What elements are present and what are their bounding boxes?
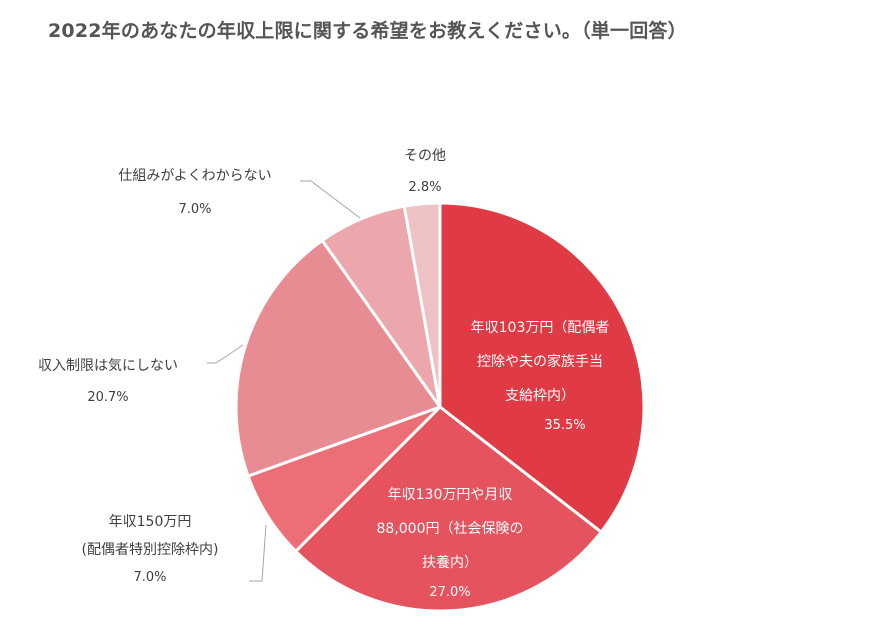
leader-line-unknown — [300, 180, 361, 219]
label-150man-line2: (配偶者特別控除枠内) — [81, 542, 219, 558]
pie-slice-1 — [294, 405, 603, 613]
label-other-pct: 2.8% — [408, 180, 442, 195]
label-130man-line1: 年収130万円や月収 — [387, 487, 513, 503]
label-130man-line2: 88,000円（社会保険の — [376, 521, 524, 537]
label-130man: 年収130万円や月収 88,000円（社会保険の 扶養内） 27.0% — [345, 478, 555, 606]
label-150man-pct: 7.0% — [133, 570, 167, 585]
label-unknown-pct: 7.0% — [178, 202, 212, 217]
label-103man-pct: 35.5% — [544, 418, 586, 433]
leader-line-free — [207, 344, 244, 364]
label-130man-line3: 扶養内） — [422, 555, 478, 571]
label-103man-line1: 年収103万円（配偶者 — [470, 320, 610, 336]
pie-slice-3 — [234, 238, 442, 478]
label-unknown: 仕組みがよくわからない 7.0% — [85, 159, 305, 227]
label-103man-line3: 支給枠内） — [505, 388, 575, 404]
pie-slice-5 — [402, 201, 442, 409]
label-other: その他 2.8% — [375, 140, 475, 204]
chart-title: 2022年のあなたの年収上限に関する希望をお教えください。（単一回答） — [48, 20, 687, 42]
pie-slices — [234, 201, 646, 613]
label-150man: 年収150万円 (配偶者特別控除枠内) 7.0% — [50, 508, 250, 592]
label-no-limit-line1: 収入制限は気にしない — [38, 358, 178, 374]
label-103man-line2: 控除や夫の家族手当 — [477, 354, 603, 370]
pie-slice-0 — [438, 201, 646, 534]
label-no-limit-pct: 20.7% — [87, 390, 129, 405]
label-unknown-line1: 仕組みがよくわからない — [118, 168, 272, 184]
label-130man-pct: 27.0% — [429, 585, 471, 600]
label-no-limit: 収入制限は気にしない 20.7% — [8, 350, 208, 414]
label-103man: 年収103万円（配偶者 控除や夫の家族手当 支給枠内） 35.5% — [440, 311, 640, 439]
leader-line-150 — [249, 524, 267, 582]
label-other-line1: その他 — [404, 148, 446, 164]
label-150man-line1: 年収150万円 — [108, 514, 192, 530]
